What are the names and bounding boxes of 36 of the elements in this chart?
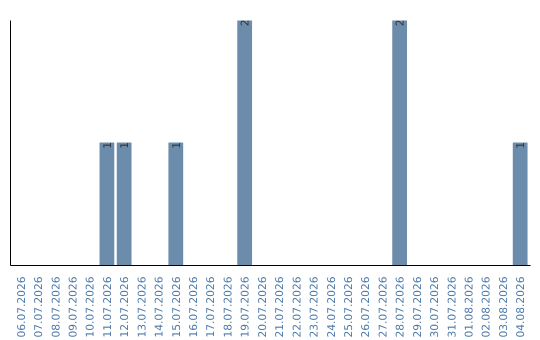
- x-tick-label: 31.07.2026: [445, 276, 458, 338]
- x-tick-label: 02.08.2026: [480, 276, 493, 338]
- x-tick-label: 27.07.2026: [376, 276, 390, 338]
- x-tick-label: 23.07.2026: [308, 276, 321, 338]
- x-tick-label: 06.07.2026: [14, 276, 28, 338]
- x-tick-label: 03.08.2026: [496, 276, 510, 338]
- x-tick-label: 22.07.2026: [290, 276, 304, 338]
- x-tick-label: 01.08.2026: [462, 276, 476, 338]
- data-label: 2: [238, 20, 252, 26]
- x-tick-label: 11.07.2026: [100, 276, 114, 338]
- data-label: 2: [394, 20, 407, 26]
- x-tick-label: 17.07.2026: [204, 276, 218, 338]
- x-tick-label: 10.07.2026: [84, 276, 97, 338]
- x-tick-label: 30.07.2026: [428, 276, 442, 338]
- x-tick-label: 09.07.2026: [66, 276, 80, 338]
- x-tick-label: 18.07.2026: [221, 276, 234, 338]
- x-tick-label: 13.07.2026: [135, 276, 148, 338]
- x-tick-label: 16.07.2026: [187, 276, 200, 338]
- x-tick-label: 21.07.2026: [273, 276, 286, 338]
- x-tick-label: 24.07.2026: [324, 276, 338, 338]
- x-tick-label: 14.07.2026: [152, 276, 166, 338]
- x-tick-label: 29.07.2026: [410, 276, 424, 338]
- x-tick-label: 26.07.2026: [359, 276, 372, 338]
- x-tick-label: 07.07.2026: [32, 276, 46, 338]
- x-tick-label: 28.07.2026: [394, 276, 407, 338]
- data-label: 1: [170, 142, 183, 149]
- x-tick-label: 20.07.2026: [256, 276, 269, 338]
- x-tick-label: 12.07.2026: [118, 276, 132, 338]
- x-tick-label: 25.07.2026: [342, 276, 355, 338]
- x-tick-label: 15.07.2026: [170, 276, 183, 338]
- data-label: 1: [100, 142, 114, 149]
- data-label: 1: [514, 142, 528, 149]
- x-tick-label: 08.07.2026: [49, 276, 62, 338]
- data-label: 1: [118, 142, 132, 149]
- x-tick-label: 19.07.2026: [238, 276, 252, 338]
- x-tick-label: 04.08.2026: [514, 276, 528, 338]
